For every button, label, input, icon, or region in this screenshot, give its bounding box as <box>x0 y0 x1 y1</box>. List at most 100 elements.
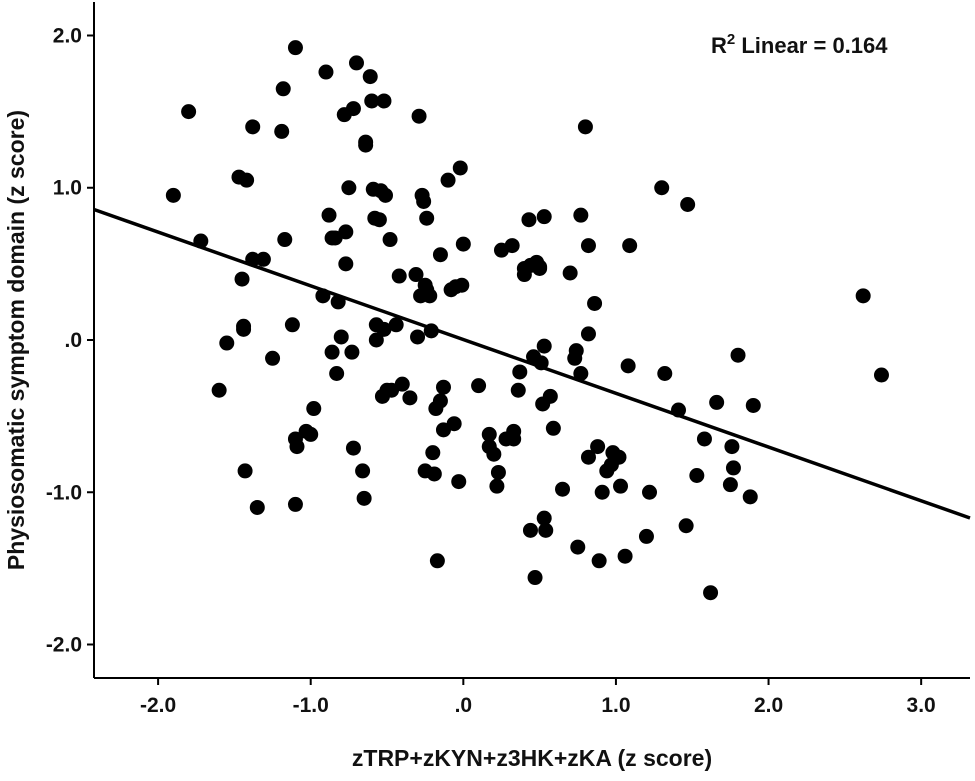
y-axis-title: Physiosomatic symptom domain (z score) <box>3 110 29 570</box>
data-point <box>594 484 610 500</box>
data-point <box>512 364 528 380</box>
data-point <box>490 464 506 480</box>
data-point <box>570 539 586 555</box>
data-point <box>416 193 432 209</box>
data-point <box>577 119 593 135</box>
data-point <box>454 277 470 293</box>
data-point <box>617 548 633 564</box>
data-point <box>642 484 658 500</box>
data-point <box>657 365 673 381</box>
data-point <box>620 358 636 374</box>
data-point <box>587 295 603 311</box>
x-axis-ticks: -2.0 -1.0 .0 1.0 2.0 3.0 <box>140 678 936 717</box>
data-point <box>345 440 361 456</box>
data-point <box>333 329 349 345</box>
data-point <box>654 180 670 196</box>
data-point <box>338 256 354 272</box>
data-point <box>318 64 334 80</box>
data-point <box>408 267 424 283</box>
data-point <box>306 401 322 417</box>
data-point <box>486 446 502 462</box>
r-squared-superscript: 2 <box>727 31 735 48</box>
data-point <box>419 210 435 226</box>
data-point <box>249 499 265 515</box>
data-point <box>696 431 712 447</box>
data-point <box>422 288 438 304</box>
data-point <box>622 238 638 254</box>
data-point <box>376 93 392 109</box>
r-squared-base: R <box>711 33 727 58</box>
data-point <box>527 570 543 586</box>
data-point <box>411 108 427 124</box>
data-point <box>394 376 410 392</box>
data-point <box>426 466 442 482</box>
data-point <box>277 232 293 248</box>
data-point <box>425 445 441 461</box>
data-point <box>234 271 250 287</box>
data-point <box>678 518 694 534</box>
data-point <box>341 180 357 196</box>
data-point <box>730 347 746 363</box>
data-point <box>245 119 261 135</box>
data-point <box>344 344 360 360</box>
data-point <box>532 260 548 276</box>
data-point <box>382 232 398 248</box>
data-point <box>345 101 361 117</box>
y-tick-label: 1.0 <box>53 177 82 200</box>
data-point <box>440 172 456 188</box>
data-point <box>590 439 606 455</box>
data-point <box>745 397 761 413</box>
regression-line <box>93 207 971 520</box>
y-tick-label: -2.0 <box>46 634 82 657</box>
data-point <box>402 390 418 406</box>
data-point <box>689 468 705 484</box>
data-point <box>591 553 607 569</box>
data-point <box>504 238 520 254</box>
data-point <box>521 212 537 228</box>
data-point <box>368 332 384 348</box>
data-point <box>536 510 552 526</box>
data-point <box>536 338 552 354</box>
data-point <box>284 317 300 333</box>
data-point <box>725 460 741 476</box>
data-point <box>287 40 303 56</box>
data-point <box>855 288 871 304</box>
r-squared-value: Linear = 0.164 <box>735 33 888 58</box>
data-point <box>562 265 578 281</box>
data-point <box>329 365 345 381</box>
data-point <box>377 187 393 203</box>
x-tick-label: 2.0 <box>754 694 783 717</box>
data-point <box>555 481 571 497</box>
data-point <box>538 522 554 538</box>
data-point <box>536 209 552 225</box>
data-points <box>165 40 889 601</box>
data-point <box>703 585 719 601</box>
data-point <box>165 187 181 203</box>
data-point <box>274 123 290 139</box>
x-tick-label: -1.0 <box>293 694 329 717</box>
data-point <box>452 160 468 176</box>
data-point <box>362 69 378 85</box>
data-point <box>265 350 281 366</box>
data-point <box>376 321 392 337</box>
data-point <box>287 496 303 512</box>
data-point <box>522 522 538 538</box>
data-point <box>391 268 407 284</box>
data-point <box>429 553 445 569</box>
x-tick-label: 3.0 <box>907 694 936 717</box>
data-point <box>348 55 364 71</box>
data-point <box>506 423 522 439</box>
data-point <box>742 489 758 505</box>
data-point <box>371 212 387 228</box>
data-point <box>680 196 696 212</box>
data-point <box>338 224 354 240</box>
y-tick-label: -1.0 <box>46 481 82 504</box>
data-point <box>237 463 253 479</box>
data-point <box>289 439 305 455</box>
data-point <box>181 104 197 120</box>
data-point <box>275 81 291 97</box>
data-point <box>451 474 467 490</box>
data-point <box>435 379 451 395</box>
data-point <box>709 394 725 410</box>
